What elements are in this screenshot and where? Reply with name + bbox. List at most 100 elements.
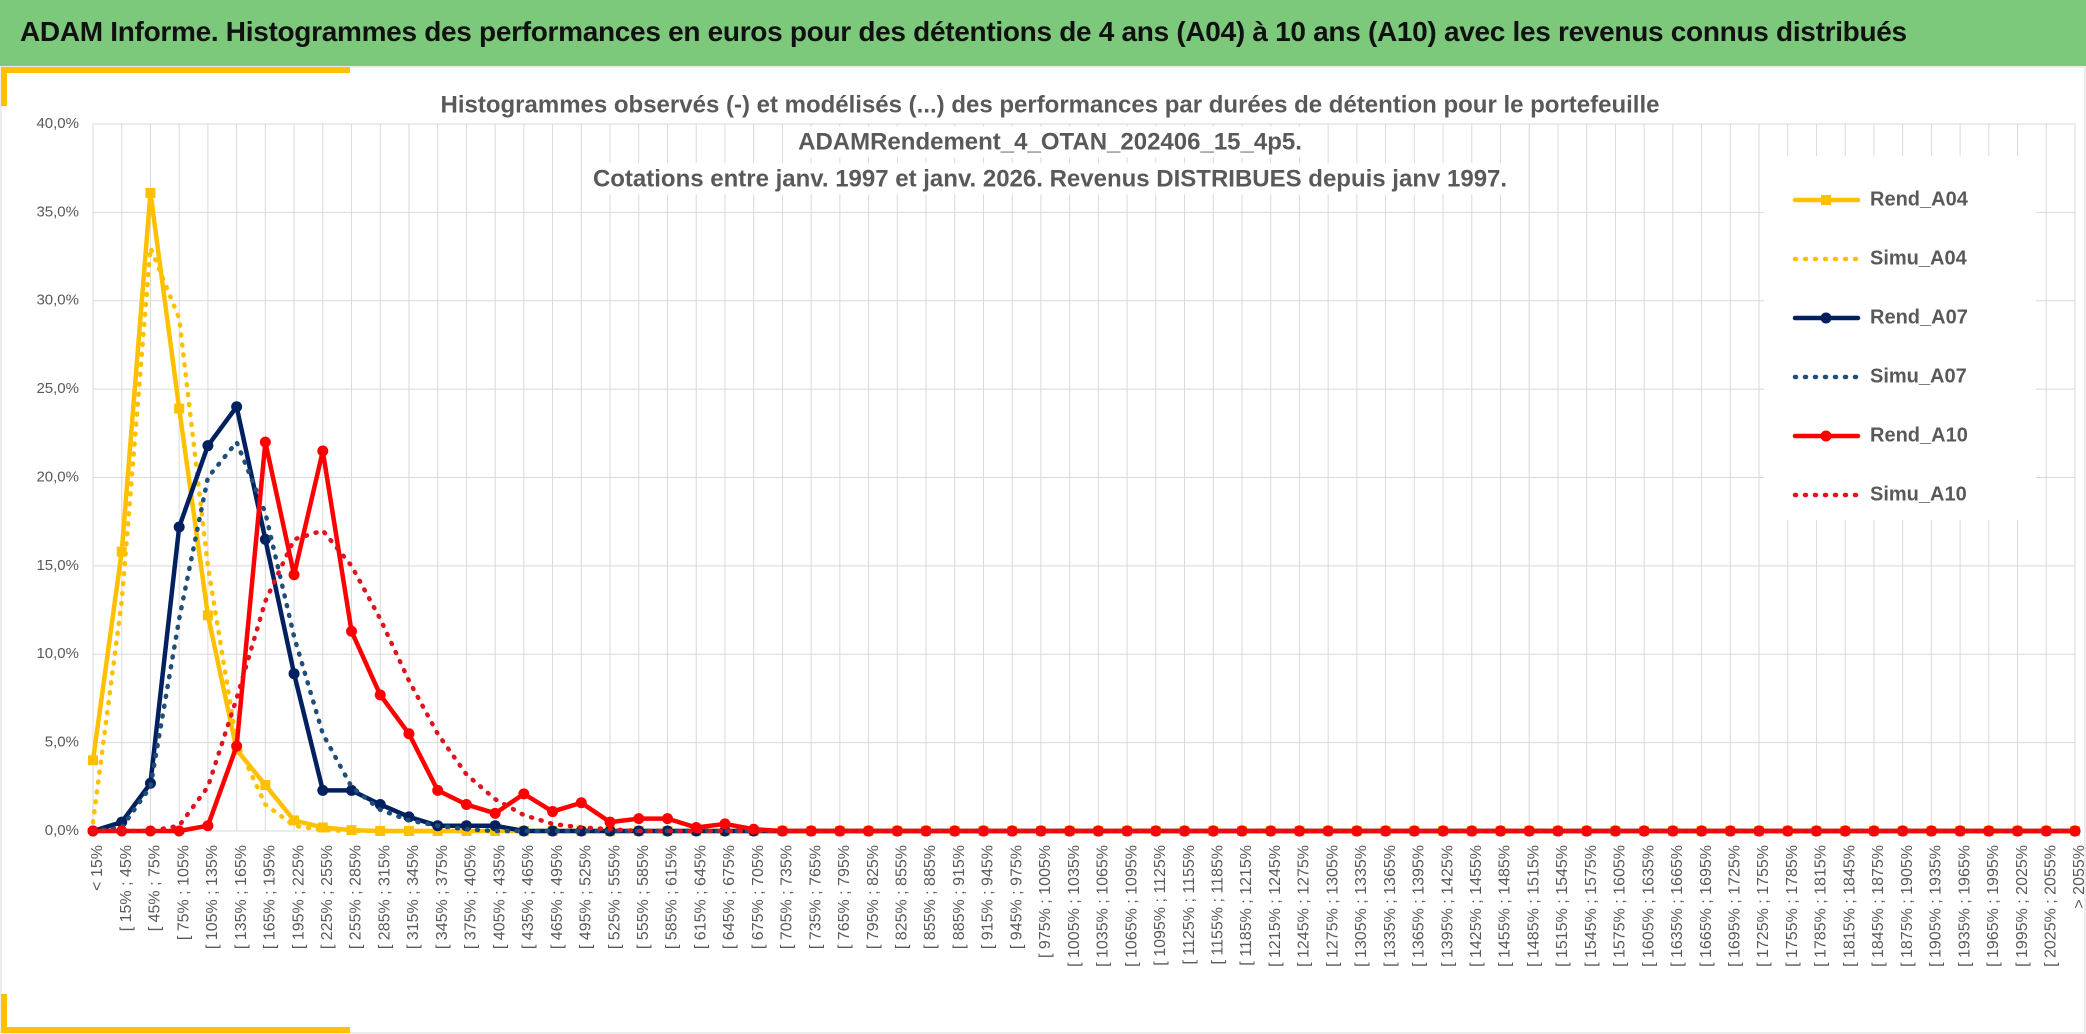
x-tick-label: [ 1485% ; 1515% (1525, 845, 1542, 967)
x-tick-label: [ 1695% ; 1725% (1727, 845, 1744, 967)
marker (346, 625, 358, 637)
marker (1810, 825, 1822, 837)
marker (317, 822, 328, 833)
x-tick-label: [ 1515% ; 1545% (1554, 845, 1571, 967)
x-tick-label: [ 735% ; 765% (807, 845, 824, 949)
x-tick-label: [ 1575% ; 1605% (1612, 845, 1629, 967)
x-tick-label: [ 105% ; 135% (204, 845, 221, 949)
x-tick-label: [ 1245% ; 1275% (1296, 845, 1313, 967)
x-tick-label: [ 885% ; 915% (951, 845, 968, 949)
y-tick-label: 30,0% (36, 292, 79, 309)
x-tick-label: [ 405% ; 435% (491, 845, 508, 949)
marker (403, 728, 415, 740)
marker (116, 546, 127, 557)
x-tick-label: [ 345% ; 375% (434, 845, 451, 949)
marker (374, 689, 386, 701)
x-tick-label: [ 1335% ; 1365% (1382, 845, 1399, 967)
x-tick-label: [ 855% ; 885% (922, 845, 939, 949)
x-tick-label: [ 795% ; 825% (865, 845, 882, 949)
marker (949, 825, 961, 837)
marker (719, 818, 731, 830)
frame-accent (1, 67, 350, 1033)
marker (231, 740, 243, 752)
x-tick-label: [ 465% ; 495% (549, 845, 566, 949)
x-tick-label: > 2055% (2071, 845, 2086, 909)
x-tick-label: [ 525% ; 555% (606, 845, 623, 949)
chart-title: ADAMRendement_4_OTAN_202406_15_4p5. (798, 128, 1302, 155)
x-tick-label: [ 1635% ; 1665% (1669, 845, 1686, 967)
marker (575, 797, 587, 809)
x-tick-label: [ 1005% ; 1035% (1066, 845, 1083, 967)
marker (1581, 825, 1593, 837)
x-tick-label: [ 1965% ; 1995% (1985, 845, 2002, 967)
x-tick-label: [ 1035% ; 1065% (1095, 845, 1112, 967)
x-tick-label: [ 495% ; 525% (578, 845, 595, 949)
x-tick-label: [ 1785% ; 1815% (1813, 845, 1830, 967)
x-tick-label: [ 15% ; 45% (118, 845, 135, 931)
x-tick-label: [ 1125% ; 1155% (1181, 845, 1198, 965)
legend-label: Simu_A04 (1870, 247, 1968, 269)
marker (2040, 825, 2052, 837)
y-tick-label: 20,0% (36, 468, 79, 485)
x-tick-label: [ 1755% ; 1785% (1784, 845, 1801, 967)
x-tick-label: [ 1995% ; 2025% (2014, 845, 2031, 967)
chart-frame (0, 66, 2086, 1034)
x-tick-label: < 15% (89, 845, 106, 891)
marker (1150, 825, 1162, 837)
x-tick-label: [ 1305% ; 1335% (1353, 845, 1370, 967)
marker (259, 533, 271, 545)
marker (604, 816, 616, 828)
marker (317, 445, 329, 457)
x-tick-label: [ 285% ; 315% (376, 845, 393, 949)
title-background (434, 89, 1666, 121)
x-tick-label: [ 195% ; 225% (290, 845, 307, 949)
marker (288, 569, 300, 581)
x-tick-label: [ 1455% ; 1485% (1497, 845, 1514, 967)
x-tick-label: [ 945% ; 975% (1008, 845, 1025, 949)
marker (1207, 825, 1219, 837)
marker (1179, 825, 1191, 837)
x-tick-label: [ 1095% ; 1125% (1152, 845, 1169, 966)
x-tick-label: [ 135% ; 165% (233, 845, 250, 949)
x-tick-label: [ 225% ; 255% (319, 845, 336, 949)
legend-marker (1821, 195, 1831, 205)
marker (489, 820, 501, 832)
marker (1437, 825, 1449, 837)
marker (2069, 825, 2081, 837)
x-tick-label: [ 1545% ; 1575% (1583, 845, 1600, 967)
x-tick-label: [ 435% ; 465% (520, 845, 537, 949)
marker (173, 521, 185, 533)
marker (231, 401, 243, 413)
marker (174, 403, 185, 414)
marker (289, 815, 300, 826)
legend-marker (1820, 430, 1832, 442)
marker (1121, 825, 1133, 837)
x-tick-label: [ 1215% ; 1245% (1267, 845, 1284, 967)
x-tick-label: [ 315% ; 345% (405, 845, 422, 949)
legend: Rend_A04 Simu_A04 Rend_A07 Simu_A07 Rend_A10… (1764, 156, 2036, 520)
marker (920, 825, 932, 837)
x-tick-label: [ 45% ; 75% (147, 845, 164, 931)
marker (1839, 825, 1851, 837)
x-tick-label: [ 1365% ; 1395% (1411, 845, 1428, 967)
marker (145, 187, 156, 198)
marker (173, 825, 185, 837)
x-tick-label: [ 1065% ; 1095% (1123, 845, 1140, 967)
legend-label: Rend_A10 (1870, 424, 1968, 446)
x-tick-label: [ 1425% ; 1455% (1468, 845, 1485, 967)
marker (346, 825, 357, 836)
y-tick-label: 40,0% (36, 115, 79, 132)
marker (547, 825, 559, 837)
legend-marker (1820, 312, 1832, 324)
marker (88, 755, 98, 766)
x-tick-label: [ 165% ; 195% (262, 845, 279, 949)
x-tick-label: [ 915% ; 945% (980, 845, 997, 949)
x-tick-label: [ 825% ; 855% (894, 845, 911, 949)
marker (1408, 825, 1420, 837)
x-tick-label: [ 1275% ; 1305% (1324, 845, 1341, 967)
marker (317, 784, 329, 796)
marker (518, 825, 530, 837)
titles: Histogrammes observés (-) et modélisés (… (434, 89, 1666, 195)
header: ADAM Informe. Histogrammes des performan… (0, 0, 2086, 66)
